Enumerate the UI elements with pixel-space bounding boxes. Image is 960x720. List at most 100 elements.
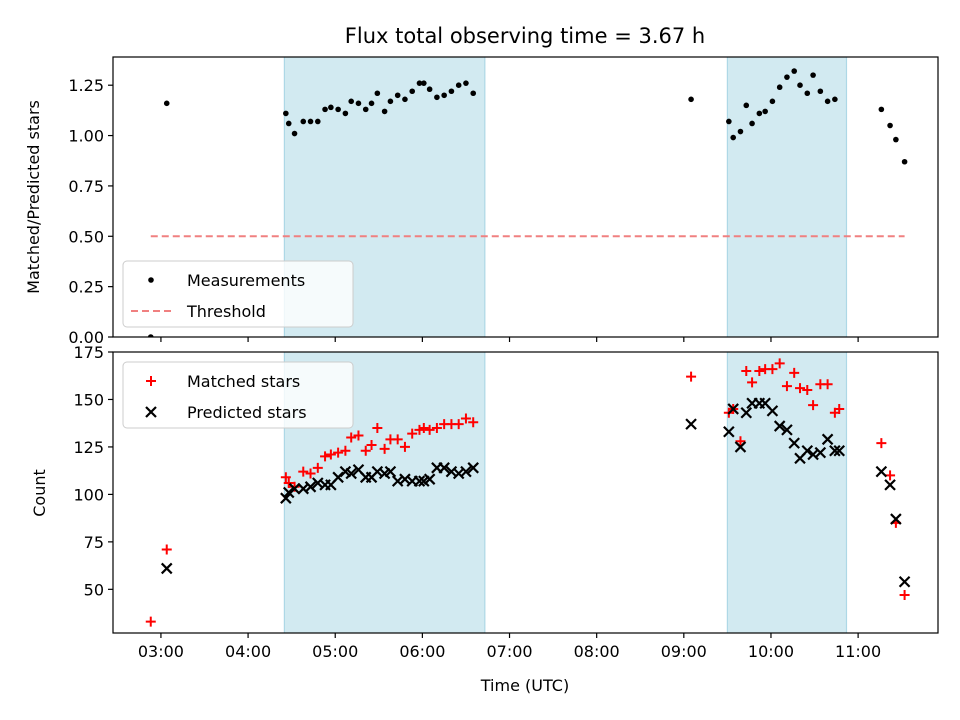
x-tick-label: 10:00 <box>748 642 794 661</box>
x-tick-label: 05:00 <box>312 642 358 661</box>
matched-stars-point <box>414 424 425 435</box>
matched-stars-point <box>346 432 357 443</box>
predicted-stars-point <box>413 475 426 487</box>
measurement-point <box>374 90 381 97</box>
matched-stars-point <box>340 445 351 456</box>
top-legend: Measurements Threshold <box>122 260 354 328</box>
measurement-point <box>426 86 433 93</box>
measurement-point <box>824 98 831 105</box>
measurement-point <box>448 88 455 95</box>
predicted-stars-point <box>781 424 793 436</box>
predicted-stars-point <box>773 420 786 432</box>
matched-stars-point <box>885 470 896 481</box>
predicted-stars-point <box>160 562 173 575</box>
bottom-axes-frame <box>112 351 939 634</box>
measurement-point <box>355 100 362 107</box>
predicted-stars-point <box>801 444 814 457</box>
bottom-y-tick-label: 75 <box>84 533 104 552</box>
legend-label: Threshold <box>186 302 266 321</box>
x-tick-label: 08:00 <box>574 642 620 661</box>
predicted-stars-point <box>438 462 450 474</box>
bottom-y-tick-label: 125 <box>73 438 104 457</box>
measurement-point <box>421 80 427 86</box>
measurement-point <box>387 98 394 105</box>
x-tick-label: 11:00 <box>835 642 881 661</box>
matched-stars-point <box>353 430 364 441</box>
measurement-point <box>147 334 154 337</box>
legend-predicted-stars-marker <box>145 406 157 418</box>
measurement-point <box>893 136 899 143</box>
matched-stars-point <box>468 417 479 428</box>
matched-stars-point <box>781 381 792 392</box>
measurement-point <box>810 72 816 78</box>
matched-stars-point <box>372 422 383 433</box>
predicted-stars-point <box>460 465 472 478</box>
measurement-point <box>381 108 388 115</box>
predicted-stars-point <box>734 441 747 453</box>
measurement-point <box>441 92 447 99</box>
bottom-y-axis-label: Count <box>30 469 49 517</box>
predicted-stars-point <box>821 433 834 446</box>
matched-stars-point <box>325 449 336 460</box>
predicted-stars-point <box>740 406 753 419</box>
top-y-tick-label: 0.00 <box>68 328 104 347</box>
predicted-stars-point <box>833 444 846 457</box>
measurement-point <box>470 90 477 97</box>
top-legend-box <box>122 260 354 328</box>
x-tick-label: 09:00 <box>661 642 707 661</box>
top-y-axis-label: Matched/Predicted stars <box>24 100 43 294</box>
bottom-y-tick-label: 150 <box>73 390 104 409</box>
matched-stars-point <box>399 441 410 452</box>
measurement-point <box>368 100 375 107</box>
measurement-point <box>307 118 314 125</box>
measurement-point <box>163 100 170 107</box>
measurement-point <box>817 88 824 95</box>
top-axes-frame <box>112 56 939 338</box>
measurement-point <box>348 98 355 105</box>
measurement-point <box>314 118 321 125</box>
measurement-point <box>463 80 469 86</box>
matched-stars-point <box>320 451 331 462</box>
measurement-point <box>769 98 776 105</box>
top-y-tick-label: 0.25 <box>68 278 104 297</box>
matched-stars-point <box>360 445 371 456</box>
bottom-shaded-interval-2 <box>727 352 847 633</box>
matched-stars-point <box>424 424 435 435</box>
measurement-point <box>832 96 838 103</box>
measurement-point <box>409 88 416 95</box>
matched-stars-point <box>333 447 344 458</box>
predicted-stars-point <box>814 446 827 459</box>
measurement-point <box>434 94 440 101</box>
measurement-point <box>791 68 798 74</box>
measurement-point <box>776 84 783 91</box>
top-y-tick-label: 0.75 <box>68 177 104 196</box>
top-data-layer <box>147 68 908 337</box>
bottom-y-tick-label: 50 <box>84 580 104 599</box>
measurement-point <box>455 82 462 89</box>
matched-stars-point <box>754 365 765 376</box>
bottom-legend-box <box>122 361 354 429</box>
matched-stars-point <box>145 616 156 627</box>
matched-stars-point <box>741 365 752 376</box>
predicted-stars-point <box>685 418 697 430</box>
matched-stars-point <box>735 436 746 447</box>
x-tick-label: 06:00 <box>399 642 445 661</box>
measurement-point <box>756 110 763 117</box>
matched-stars-point <box>379 443 390 454</box>
measurement-point <box>402 96 408 103</box>
measurement-point <box>328 104 334 111</box>
x-tick-label: 03:00 <box>138 642 184 661</box>
matched-stars-point <box>407 428 418 439</box>
measurement-point <box>737 128 744 135</box>
legend-label: Matched stars <box>187 372 300 391</box>
legend-label: Predicted stars <box>187 403 307 422</box>
bottom-y-tick-label: 100 <box>73 485 104 504</box>
legend-label: Measurements <box>187 271 305 290</box>
matched-stars-point <box>822 379 833 390</box>
predicted-stars-point <box>282 486 295 499</box>
matched-stars-point <box>312 462 323 473</box>
measurement-point <box>726 118 732 125</box>
predicted-stars-point <box>280 492 292 504</box>
predicted-stars-point <box>304 481 317 493</box>
matched-stars-point <box>767 364 778 375</box>
